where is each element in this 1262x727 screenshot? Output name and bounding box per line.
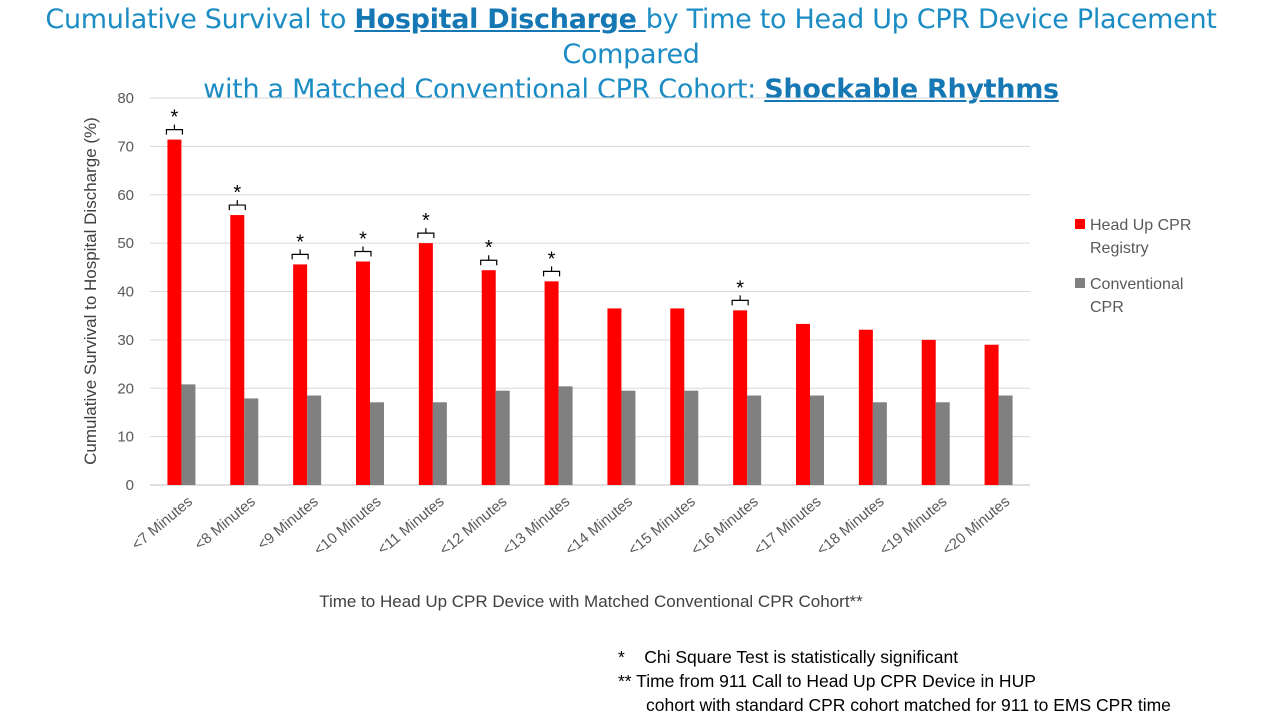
significance-bracket xyxy=(480,255,498,266)
title-text: with a Matched Conventional CPR Cohort: xyxy=(203,74,765,105)
y-tick-label: 0 xyxy=(126,477,134,494)
bar-conventional-cpr xyxy=(684,390,699,485)
footnote-time-definition-cont: cohort with standard CPR cohort matched … xyxy=(646,695,1171,715)
bar-conventional-cpr xyxy=(181,384,196,485)
significance-star: * xyxy=(422,210,430,232)
significance-bracket xyxy=(228,200,246,211)
x-axis-title: Time to Head Up CPR Device with Matched … xyxy=(319,592,863,611)
bars xyxy=(167,139,1013,486)
title-text: Cumulative Survival to xyxy=(45,4,355,35)
legend-label: Head Up CPR Registry xyxy=(1090,217,1191,257)
bar-conventional-cpr xyxy=(307,395,322,485)
title-line-2: with a Matched Conventional CPR Cohort: … xyxy=(0,72,1262,107)
bar-head-up-cpr xyxy=(921,339,936,485)
x-tick-label: <17 Minutes xyxy=(751,493,825,559)
significance-star: * xyxy=(171,107,179,129)
bar-conventional-cpr xyxy=(747,395,762,485)
significance-star: * xyxy=(359,229,367,251)
x-axis-ticks: <7 Minutes<8 Minutes<9 Minutes<10 Minute… xyxy=(129,493,1014,559)
x-tick-label: <19 Minutes xyxy=(876,493,950,559)
significance-bracket xyxy=(354,246,372,257)
footnote-time-definition: ** Time from 911 Call to Head Up CPR Dev… xyxy=(618,671,1036,691)
y-tick-label: 70 xyxy=(117,138,134,155)
x-tick-label: <11 Minutes xyxy=(374,493,447,558)
y-tick-label: 30 xyxy=(117,332,134,349)
bar-conventional-cpr xyxy=(872,402,887,485)
bar-head-up-cpr xyxy=(607,308,622,485)
x-tick-label: <15 Minutes xyxy=(625,493,699,559)
bar-head-up-cpr xyxy=(733,310,748,485)
x-tick-label: <7 Minutes xyxy=(129,493,196,553)
y-tick-label: 20 xyxy=(117,380,134,397)
bar-conventional-cpr xyxy=(810,395,824,485)
footnote-text: Chi Square Test is statistically signifi… xyxy=(644,647,959,667)
footnote-significance: * Chi Square Test is statistically signi… xyxy=(618,645,1171,669)
bar-head-up-cpr xyxy=(418,243,433,485)
bar-conventional-cpr xyxy=(935,402,950,485)
legend-swatch xyxy=(1075,219,1085,229)
significance-star: * xyxy=(548,248,556,270)
legend-swatch xyxy=(1075,278,1085,288)
footnotes: * Chi Square Test is statistically signi… xyxy=(618,645,1171,717)
significance-bracket xyxy=(731,295,749,306)
y-tick-label: 80 xyxy=(117,90,134,107)
bar-conventional-cpr xyxy=(998,395,1013,485)
significance-star: * xyxy=(296,231,304,253)
title-line-1: Cumulative Survival to Hospital Discharg… xyxy=(0,2,1262,72)
x-tick-label: <14 Minutes xyxy=(562,493,636,559)
bar-head-up-cpr xyxy=(356,261,370,485)
y-tick-label: 60 xyxy=(117,187,134,204)
y-axis-title: Cumulative Survival to Hospital Discharg… xyxy=(81,117,100,465)
legend-label: Conventional CPR xyxy=(1090,276,1183,316)
gridlines xyxy=(150,97,1030,486)
bar-head-up-cpr xyxy=(858,329,873,485)
bar-head-up-cpr xyxy=(796,323,810,485)
title-shockable-rhythms: Shockable Rhythms xyxy=(764,74,1059,105)
bar-head-up-cpr xyxy=(544,281,559,485)
legend-label-line: CPR xyxy=(1090,299,1124,316)
title-hospital-discharge: Hospital Discharge xyxy=(354,4,646,35)
significance-bracket xyxy=(542,266,561,277)
bar-head-up-cpr xyxy=(230,215,245,485)
bar-head-up-cpr xyxy=(670,308,685,485)
significance-star: * xyxy=(233,182,241,204)
bar-conventional-cpr xyxy=(495,390,510,485)
significance-bracket xyxy=(417,228,435,239)
legend-label-line: Conventional xyxy=(1090,276,1183,293)
x-tick-label: <10 Minutes xyxy=(311,493,385,559)
bar-conventional-cpr xyxy=(432,402,447,485)
bar-conventional-cpr xyxy=(244,398,259,485)
y-tick-label: 10 xyxy=(117,429,134,446)
x-tick-label: <8 Minutes xyxy=(191,493,258,553)
significance-star: * xyxy=(485,237,493,259)
x-tick-label: <13 Minutes xyxy=(499,493,573,559)
bar-conventional-cpr xyxy=(621,390,636,485)
bar-head-up-cpr xyxy=(984,344,999,485)
bar-head-up-cpr xyxy=(167,139,182,486)
bar-conventional-cpr xyxy=(558,386,573,485)
x-tick-label: <12 Minutes xyxy=(436,493,510,559)
chart-title: Cumulative Survival to Hospital Discharg… xyxy=(0,2,1262,107)
legend-label-line: Head Up CPR xyxy=(1090,217,1191,234)
bar-head-up-cpr xyxy=(481,270,496,485)
significance-bracket xyxy=(291,249,309,260)
significance-markers: * * * * * * * * xyxy=(165,107,749,306)
title-text: by Time to Head Up CPR Device Placement … xyxy=(562,4,1217,70)
x-tick-label: <18 Minutes xyxy=(814,493,888,559)
y-axis-ticks: 0 10 20 30 40 50 60 70 80 xyxy=(117,90,134,494)
y-tick-label: 50 xyxy=(117,235,134,252)
y-tick-label: 40 xyxy=(117,284,134,301)
significance-star: * xyxy=(736,277,744,299)
x-tick-label: <16 Minutes xyxy=(688,493,762,559)
x-tick-label: <20 Minutes xyxy=(939,493,1013,559)
significance-bracket xyxy=(165,124,184,135)
legend-label-line: Registry xyxy=(1090,240,1149,257)
legend: Head Up CPR Registry Conventional CPR xyxy=(1075,217,1191,316)
footnote-marker: * xyxy=(618,647,625,667)
bar-conventional-cpr xyxy=(370,402,384,485)
bar-head-up-cpr xyxy=(293,264,308,485)
